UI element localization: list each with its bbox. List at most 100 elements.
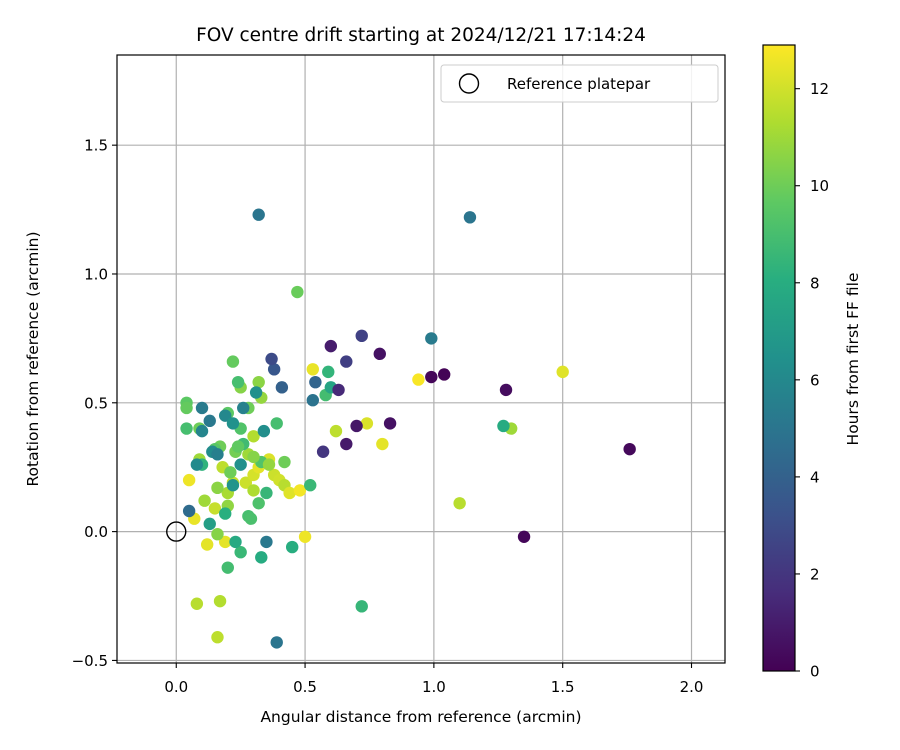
data-point (180, 401, 193, 415)
legend: Reference platepar (440, 64, 719, 103)
data-point (623, 442, 636, 456)
reference-platepar-marker (166, 521, 187, 542)
colorbar-tick-label: 4 (810, 468, 820, 486)
data-point (190, 458, 204, 471)
data-point (244, 512, 258, 525)
data-point (195, 424, 209, 438)
data-point (425, 332, 438, 345)
data-point (350, 419, 363, 433)
data-point (298, 530, 312, 543)
x-axis-ticks: 0.0 0.5 1.0 1.5 2.0 (164, 663, 703, 696)
data-point (226, 417, 240, 430)
data-point (226, 355, 240, 368)
legend-marker-icon (458, 73, 480, 94)
x-tick-label: 1.0 (422, 678, 446, 696)
data-point (283, 486, 296, 500)
data-point (306, 363, 319, 376)
data-point (517, 530, 531, 543)
data-point (412, 373, 425, 386)
y-axis-label: Rotation from reference (arcmin) (24, 231, 42, 486)
colorbar-tick-label: 8 (810, 274, 820, 292)
x-tick-label: 0.5 (293, 678, 317, 696)
data-point (340, 437, 353, 451)
data-point (322, 365, 335, 379)
colorbar-frame (762, 44, 796, 672)
data-point (304, 479, 317, 492)
data-point (203, 517, 216, 531)
data-point (208, 502, 222, 515)
data-point (332, 383, 345, 397)
data-point (291, 285, 304, 299)
data-point (182, 504, 196, 518)
data-point (211, 481, 224, 495)
data-point (198, 494, 211, 507)
data-point (373, 347, 386, 361)
legend-box (440, 64, 719, 103)
data-point (309, 375, 322, 389)
colorbar-tick-label: 6 (810, 371, 820, 389)
data-point (200, 538, 214, 551)
data-point (316, 445, 330, 458)
data-point (556, 365, 569, 379)
data-point (237, 401, 250, 415)
colorbar-tick-label: 2 (810, 565, 820, 583)
data-point (252, 208, 265, 221)
data-point (221, 561, 234, 574)
data-point (182, 473, 196, 487)
data-point (224, 466, 237, 479)
plot-frame (116, 54, 726, 664)
data-point (247, 430, 260, 443)
data-point (211, 448, 224, 461)
data-point (260, 486, 273, 500)
data-point (203, 414, 216, 428)
data-point (329, 424, 343, 438)
colorbar-tick-label: 10 (810, 177, 829, 195)
data-point (195, 401, 209, 415)
data-point (270, 417, 283, 430)
data-points (180, 208, 636, 649)
data-point (211, 631, 224, 644)
x-axis-label: Angular distance from reference (arcmin) (260, 708, 581, 726)
data-point (213, 594, 227, 608)
data-point (252, 497, 265, 510)
data-point (247, 484, 260, 497)
data-point (270, 636, 283, 649)
x-tick-label: 1.5 (551, 678, 575, 696)
data-point (239, 476, 253, 489)
data-point (249, 386, 263, 399)
data-point (497, 419, 510, 433)
data-point (383, 417, 397, 430)
data-point (360, 417, 374, 430)
x-tick-label: 0.0 (164, 678, 188, 696)
colorbar-ticks: 0 2 4 6 8 10 12 (795, 80, 829, 681)
data-point (267, 363, 281, 376)
data-point (219, 535, 232, 549)
data-point (285, 540, 299, 554)
data-point (262, 458, 276, 471)
data-point (219, 507, 232, 520)
data-point (219, 409, 232, 422)
colorbar-tick-label: 0 (810, 663, 820, 681)
colorbar-gradient (763, 45, 795, 671)
data-point (275, 381, 289, 394)
y-tick-label: 1.5 (84, 137, 108, 155)
data-point (234, 458, 247, 471)
data-point (306, 394, 319, 407)
grid-lines (117, 55, 725, 663)
data-point (453, 497, 466, 510)
data-point (180, 422, 193, 435)
data-point (255, 551, 268, 564)
data-point (190, 597, 204, 610)
data-point (278, 455, 291, 469)
data-point (499, 383, 513, 397)
data-point (234, 546, 247, 559)
data-point (293, 484, 307, 497)
colorbar-label: Hours from first FF file (844, 273, 862, 446)
x-tick-label: 2.0 (680, 678, 704, 696)
data-point (211, 527, 224, 541)
data-point (340, 355, 353, 368)
data-point (437, 368, 451, 381)
y-tick-label: 1.0 (84, 265, 108, 283)
data-point (247, 450, 260, 464)
